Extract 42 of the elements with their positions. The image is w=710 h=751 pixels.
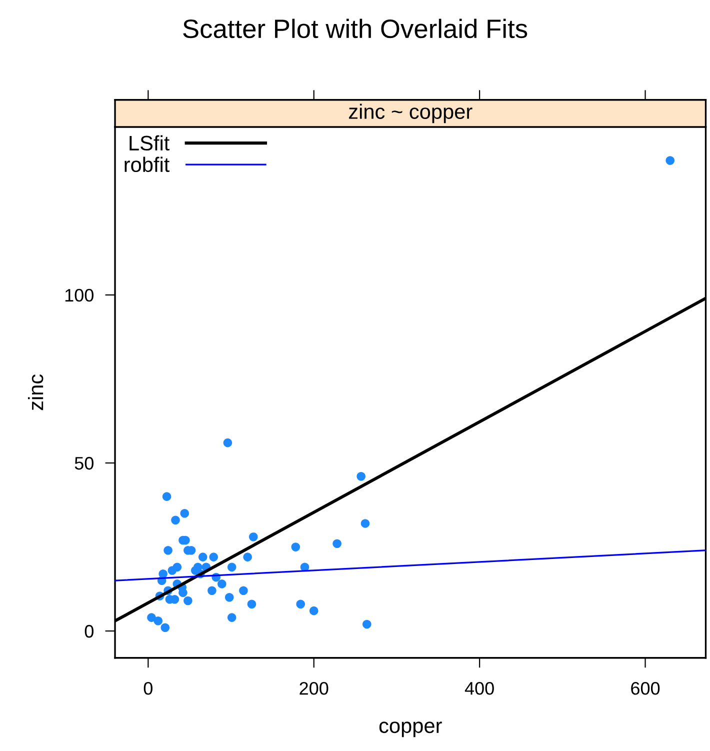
- point: [164, 546, 172, 555]
- point: [248, 532, 258, 542]
- chart-subtitle: zinc ~ copper: [348, 104, 472, 124]
- point: [162, 492, 172, 501]
- point: [239, 586, 248, 596]
- y-tick-label: 50: [74, 456, 94, 470]
- x-tick-label: 400: [464, 682, 494, 695]
- point: [223, 438, 232, 448]
- x-tick-label: 0: [144, 682, 152, 695]
- x-axis-title: copper: [379, 722, 442, 738]
- point: [224, 592, 234, 602]
- point: [171, 516, 180, 524]
- point: [147, 613, 156, 622]
- point: [227, 613, 236, 622]
- point: [209, 552, 218, 562]
- point: [160, 623, 170, 632]
- point: [227, 562, 236, 572]
- point: [180, 508, 190, 518]
- point: [168, 566, 177, 575]
- point: [332, 539, 342, 548]
- point: [356, 472, 366, 481]
- y-tick-label: 100: [65, 288, 94, 302]
- point: [360, 519, 370, 528]
- legend-label: robfit: [124, 156, 170, 172]
- point: [666, 156, 675, 165]
- legend-label: LSfit: [130, 135, 170, 151]
- point: [154, 616, 162, 626]
- point: [208, 586, 216, 596]
- x-tick-label: 200: [300, 682, 328, 695]
- y-tick-label: 0: [84, 624, 94, 638]
- x-tick-label: 600: [631, 682, 660, 695]
- point: [247, 600, 256, 608]
- y-axis-title: zinc: [28, 374, 44, 410]
- point: [362, 620, 372, 629]
- chart-title: Scatter Plot with Overlaid Fits: [183, 18, 528, 38]
- point: [309, 606, 318, 616]
- point: [184, 596, 192, 606]
- point: [291, 542, 300, 552]
- point: [198, 552, 208, 562]
- point: [296, 600, 305, 608]
- point: [218, 580, 226, 588]
- point: [243, 552, 252, 562]
